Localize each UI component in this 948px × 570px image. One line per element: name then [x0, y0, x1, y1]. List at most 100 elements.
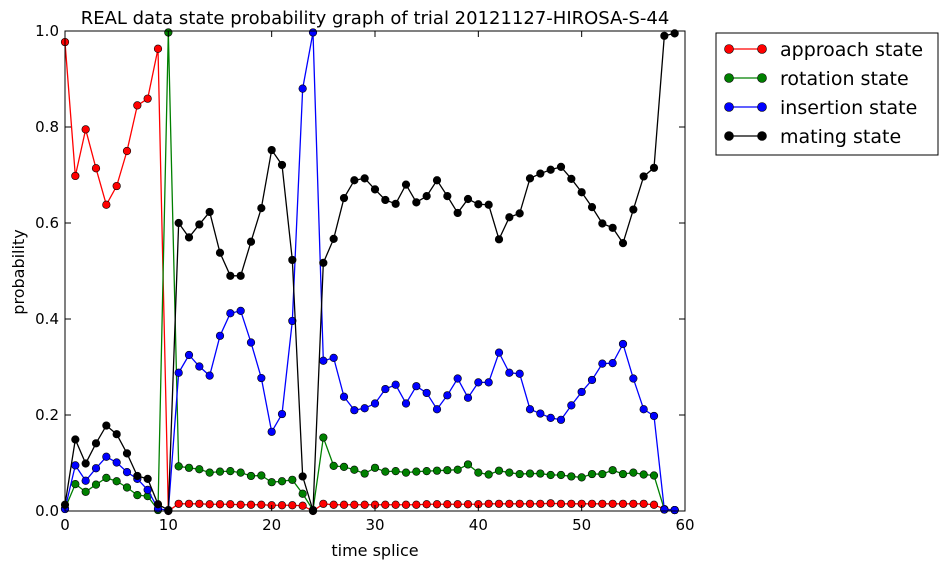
series-3-point: [319, 258, 328, 267]
legend-marker: [757, 102, 767, 112]
series-0-point: [195, 499, 204, 508]
series-3-point: [215, 248, 225, 257]
series-3-point: [546, 165, 555, 174]
series-3-point: [350, 176, 359, 185]
series-2-point: [587, 375, 597, 385]
series-3-point: [484, 200, 493, 209]
series-2-point: [515, 369, 524, 378]
series-1-point: [587, 469, 597, 479]
series-3-point: [143, 474, 152, 483]
series-2-point: [443, 391, 452, 400]
series-2-point: [195, 362, 204, 371]
series-0-point: [205, 500, 214, 509]
series-3-point: [195, 220, 204, 229]
series-1-point: [205, 468, 214, 477]
series-1-point: [174, 462, 183, 471]
series-3-point: [91, 439, 101, 448]
series-2-point: [360, 404, 369, 413]
series-3-point: [412, 198, 421, 207]
series-2-point: [174, 368, 183, 377]
series-0-point: [277, 501, 287, 510]
series-2-point: [308, 28, 318, 37]
series-1-point: [432, 466, 442, 475]
series-0-point: [618, 499, 628, 508]
series-3-point: [288, 255, 297, 265]
x-tick-label: 0: [60, 516, 70, 534]
series-3-point: [577, 188, 586, 197]
x-axis-label: time splice: [331, 541, 418, 560]
series-2-point: [546, 413, 555, 422]
series-3-point: [505, 213, 514, 222]
series-3-point: [567, 174, 576, 183]
legend-marker: [724, 44, 734, 54]
series-0-point: [226, 500, 235, 509]
series-2-point: [350, 406, 359, 415]
series-0-point: [112, 181, 121, 191]
y-tick-label: 0.8: [35, 118, 59, 136]
series-1-point: [401, 468, 411, 477]
y-tick-label: 0.2: [35, 406, 59, 424]
series-1-point: [381, 467, 390, 476]
series-0-point: [432, 500, 442, 509]
series-0-point: [184, 499, 194, 508]
series-3-point: [71, 435, 80, 444]
series-0-point: [288, 501, 297, 510]
series-3-point: [629, 205, 638, 214]
series-2-point: [267, 427, 276, 436]
series-1-point: [339, 462, 349, 471]
series-2-point: [81, 476, 90, 485]
series-0-point: [401, 500, 411, 509]
series-3-point: [112, 430, 121, 439]
series-1-point: [257, 471, 266, 480]
y-tick-label: 0.4: [35, 310, 59, 328]
series-1-point: [505, 468, 514, 477]
series-0-point: [453, 500, 462, 509]
series-2-point: [122, 468, 132, 477]
series-3-point: [391, 199, 400, 208]
series-0-point: [515, 499, 524, 508]
x-tick-label: 10: [159, 516, 178, 534]
legend: approach state rotation state insertion st…: [715, 32, 939, 156]
series-0-point: [608, 499, 617, 508]
series-2-point: [102, 452, 111, 461]
series-3-point: [370, 185, 380, 194]
series-2-point: [71, 461, 80, 470]
series-2-point: [412, 382, 421, 391]
y-tick-label: 0.6: [35, 214, 59, 232]
series-2-point: [143, 485, 152, 494]
series-1-point: [536, 469, 545, 478]
series-2-point: [484, 378, 493, 387]
series-2-point: [556, 415, 566, 424]
series-1-point: [463, 460, 473, 469]
series-2-point: [339, 392, 349, 401]
series-3-point: [536, 169, 545, 178]
series-3-point: [277, 160, 287, 170]
series-2-point: [91, 464, 101, 473]
series-2-point: [215, 331, 225, 340]
series-line-2: [64, 32, 675, 512]
series-1-point: [236, 468, 245, 477]
series-0-point: [391, 500, 400, 509]
legend-marker: [757, 44, 767, 54]
series-2-point: [370, 399, 380, 408]
series-3-point: [432, 176, 442, 185]
series-3-point: [443, 192, 452, 201]
series-3-point: [453, 208, 462, 218]
series-2-point: [453, 374, 462, 383]
series-0-point: [505, 499, 514, 508]
series-2-point: [432, 405, 442, 414]
series-1-point: [598, 469, 607, 479]
series-3-point: [381, 195, 390, 205]
series-0-point: [298, 501, 307, 510]
series-1-point: [319, 433, 328, 442]
series-1-point: [422, 467, 431, 476]
series-2-point: [639, 405, 648, 414]
x-tick-label: 40: [469, 516, 488, 534]
series-0-point: [329, 500, 338, 509]
chart-title: REAL data state probability graph of tri…: [81, 8, 670, 29]
legend-label-2: insertion state: [780, 97, 917, 119]
series-1-point: [443, 466, 452, 475]
series-2-point: [474, 378, 483, 387]
series-3-point: [257, 204, 266, 213]
series-0-point: [91, 164, 101, 173]
